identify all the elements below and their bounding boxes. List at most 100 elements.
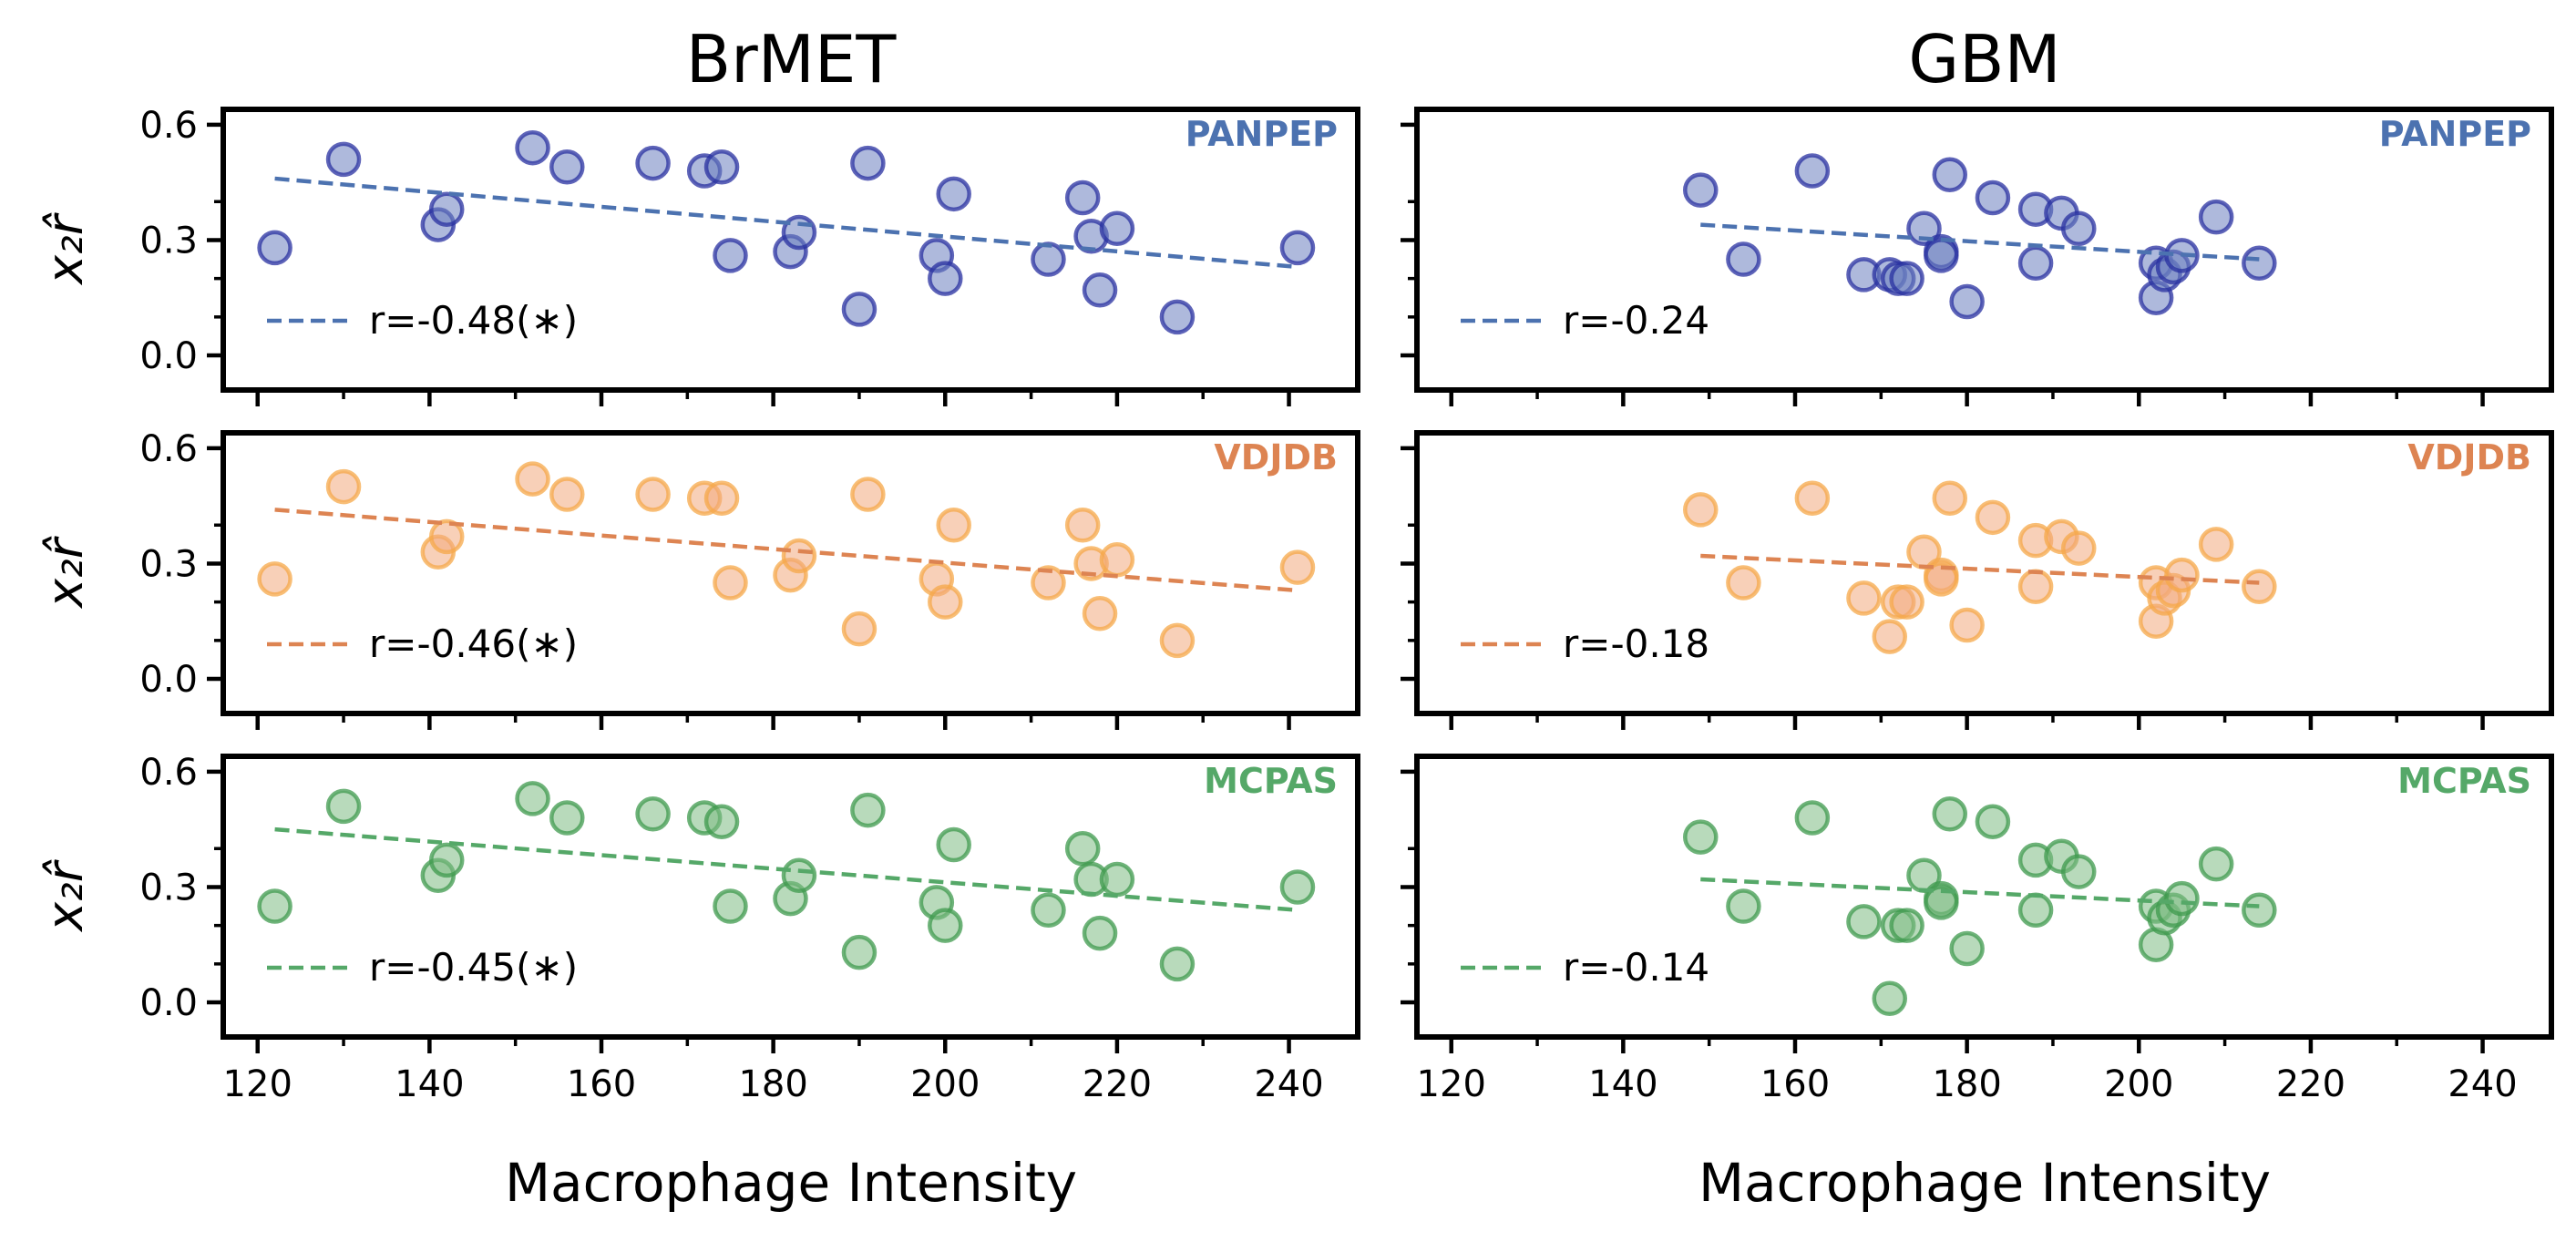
data-point [1794,153,1831,189]
data-point [257,230,292,266]
data-point [549,149,585,185]
data-point [325,141,362,178]
data-point [515,129,550,166]
data-point [325,788,362,825]
scatter-points [1683,153,2277,320]
data-point [781,538,817,574]
data-point [1889,261,1924,296]
data-point [713,238,748,273]
column-title-gbm: GBM [1908,21,2060,98]
data-point [936,826,971,863]
data-point [1099,861,1135,898]
data-point [515,781,550,816]
data-point [1279,549,1316,585]
legend-label: r=-0.14 [1563,945,1709,990]
data-point [1932,157,1968,192]
y-tick-label: 0.3 [139,543,198,585]
data-point [703,149,740,185]
panel-frame [221,754,1360,1040]
data-point [1726,241,1761,277]
data-point [841,934,877,970]
data-point [635,796,671,832]
x-tick-label: 240 [1254,1063,1323,1105]
database-label: MCPAS [2397,761,2531,801]
data-point [1726,888,1761,924]
x-tick-label: 220 [1083,1063,1152,1105]
data-point [2198,527,2234,562]
data-point [1906,210,1942,247]
data-point [2017,569,2054,605]
regression-line [274,826,1298,913]
data-point [1889,908,1924,943]
x-tick-label: 140 [1588,1063,1657,1105]
data-point [1159,946,1196,982]
scatter-points [1683,796,2277,1017]
data-point [928,908,963,943]
data-point [1975,180,2011,216]
data-point [1279,230,1316,266]
panel-frame [221,430,1360,716]
x-tick-label: 120 [223,1063,292,1105]
panel-frame [1414,430,2554,716]
data-point [549,800,585,836]
data-point [1082,915,1118,951]
data-point [1082,596,1118,631]
data-point [936,176,971,212]
column-title-brmet: BrMET [686,21,898,98]
panel-brmet-vdjdb: 0.0 0.3 0.6 x₂r̂ r=-0.46(∗) VDJDB [36,428,1360,730]
data-point [1924,885,1959,920]
data-point [1031,892,1066,929]
x-tick-label: 140 [395,1063,464,1105]
data-point [257,888,292,924]
data-point [1031,565,1066,600]
y-tick-label: 0.3 [139,220,198,262]
data-point [1794,800,1831,836]
y-axis-label: x₂r̂ [36,859,94,933]
scatter-points [257,129,1316,335]
data-point [1683,492,1719,528]
data-point [1949,607,1985,643]
legend-label: r=-0.48(∗) [369,298,578,343]
data-point [2242,892,2277,929]
scatter-points [257,781,1316,982]
x-tick-label: 160 [567,1063,636,1105]
data-point [2164,557,2200,593]
data-point [1794,480,1831,516]
data-point [635,145,671,181]
legend-label: r=-0.18 [1563,621,1709,666]
y-tick-label: 0.6 [139,105,198,147]
data-point [1872,619,1907,654]
y-tick-label: 0.0 [139,982,198,1024]
data-point [850,145,886,181]
x-tick-label: 200 [910,1063,980,1105]
x-tick-label: 180 [1932,1063,2001,1105]
x-tick-label: 240 [2448,1063,2517,1105]
data-point [1949,930,1985,967]
data-point [2242,569,2277,605]
data-point [936,508,971,543]
data-point [1064,831,1101,867]
database-label: VDJDB [1214,437,1338,477]
data-point [1683,172,1719,208]
data-point [1159,622,1196,659]
data-point [2198,846,2234,882]
y-axis-label: x₂r̂ [36,212,94,286]
data-point [1082,272,1118,308]
panel-gbm-panpep: r=-0.24 PANPEP [1401,107,2554,406]
x-tick-label: 120 [1417,1063,1486,1105]
data-point [515,461,550,497]
data-point [713,565,748,600]
data-point [1949,283,1985,320]
data-point [1726,565,1761,600]
data-point [928,584,963,620]
data-point [1932,796,1968,832]
scatter-points [1683,480,2277,654]
data-point [1031,241,1066,277]
data-point [2017,892,2054,929]
data-point [1975,499,2011,536]
data-point [1932,480,1968,516]
data-point [841,292,877,327]
data-point [325,468,362,505]
data-point [2061,210,2097,247]
